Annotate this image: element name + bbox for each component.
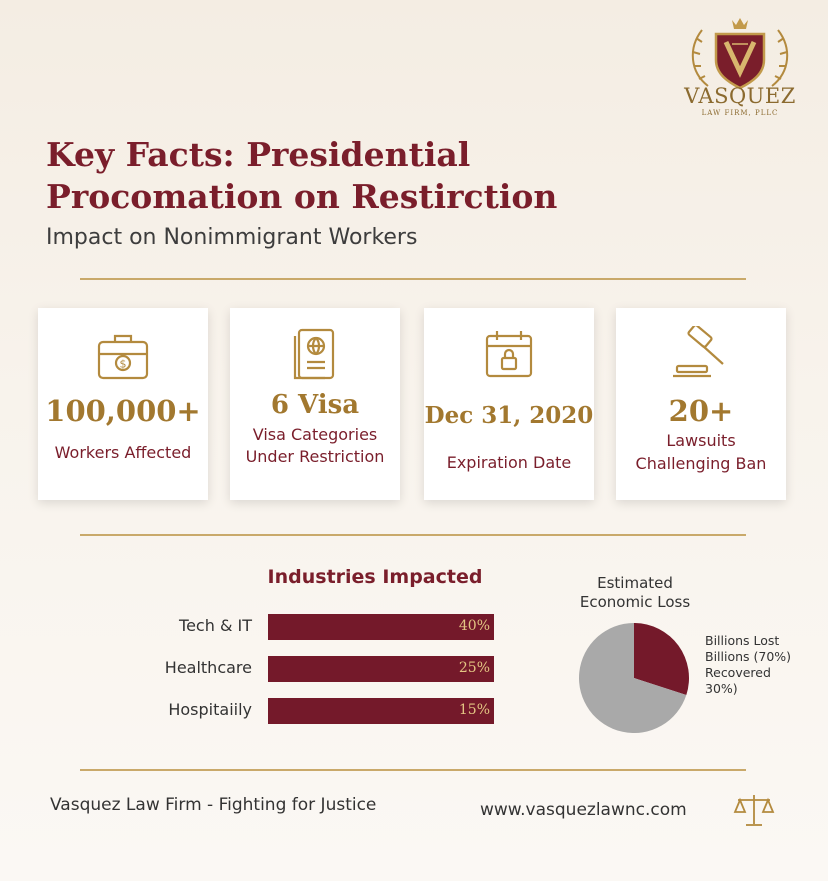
stat-value: 20+ [668,394,734,428]
bar-mark: 25% [268,656,494,682]
stat-label-line-1: Lawsuits [666,431,736,450]
svg-text:$: $ [120,358,127,371]
bar-mark: 40% [268,614,494,640]
calendar-lock-icon [485,331,533,378]
law-firm-logo [691,18,789,90]
stat-card-expiration: Dec 31, 2020 Expiration Date [424,308,594,500]
logo-name: VASQUEZ [684,84,796,108]
divider-bottom [80,769,746,771]
stat-value: 100,000+ [45,394,201,428]
pie-legend-line: Billions (70%) [705,649,792,664]
divider-middle [80,534,746,536]
bar-category-label: Tech & IT [179,616,252,635]
pie-slice [634,623,689,695]
bar-chart-title: Industries Impacted [267,566,483,588]
pie-title-line-2: Economic Loss [579,593,691,611]
pie-legend: Billions Lost Billions (70%) Recovered 3… [705,633,825,697]
stat-value: Dec 31, 2020 [424,402,594,429]
passport-icon [293,328,335,380]
stat-card-workers: $ 100,000+ Workers Affected [38,308,208,500]
stat-card-visa: 6 Visa Visa Categories Under Restriction [230,308,400,500]
stat-label-line-2: Under Restriction [245,447,385,466]
stat-label: Workers Affected [54,443,192,462]
page-title-line-1: Key Facts: Presidential [46,135,471,174]
stat-label: Expiration Date [446,453,572,472]
footer-tagline: Vasquez Law Firm - Fighting for Justice [50,795,377,815]
bar-value-label: 25% [458,660,490,676]
pie-legend-line: Recovered [705,665,771,680]
stat-value: 6 Visa [270,390,360,420]
gavel-icon [673,326,724,378]
stat-label-line-2: Challenging Ban [635,454,767,473]
scales-of-justice-icon [733,795,775,826]
bar-category-label: Hospitaiily [168,700,252,719]
page-title: Key Facts: Presidential Procomation on R… [46,134,646,218]
divider-top [80,278,746,280]
pie-legend-line: Billions Lost [705,633,780,648]
economic-loss-pie-chart [579,623,689,733]
pie-title-line-1: Estimated [597,574,673,592]
pie-chart-title: Estimated Economic Loss [560,574,710,612]
page-subtitle: Impact on Nonimmigrant Workers [46,225,418,250]
briefcase-dollar-icon: $ [97,334,149,380]
footer-website-link[interactable]: www.vasquezlawnc.com [480,800,687,820]
page-title-line-2: Procomation on Restirction [46,177,558,216]
pie-legend-line: 30%) [705,681,738,696]
bar-category-label: Healthcare [164,658,252,677]
bar-value-label: 15% [458,702,490,718]
logo-subtitle: LAW FIRM, PLLC [701,109,779,117]
stat-card-lawsuits: 20+ Lawsuits Challenging Ban [616,308,786,500]
pie-slice [579,623,687,733]
bar-value-label: 40% [458,618,490,634]
stat-label-line-1: Visa Categories [252,425,378,444]
bar-mark: 15% [268,698,494,724]
